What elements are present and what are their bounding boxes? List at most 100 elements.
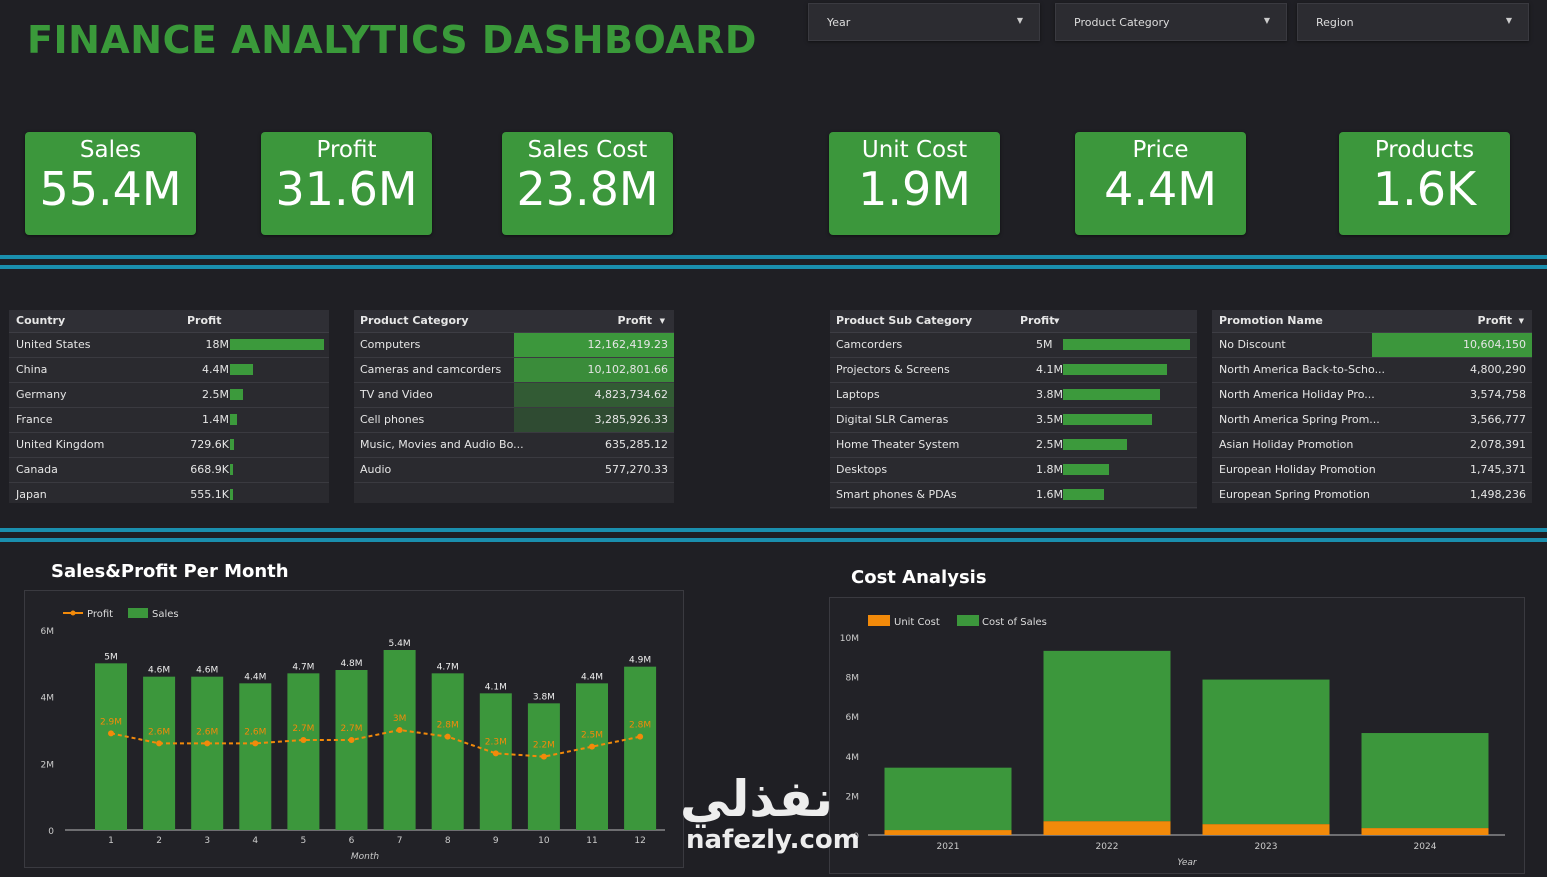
table-row[interactable]: Canada 668.9K <box>9 458 329 483</box>
profit-line[interactable] <box>110 728 641 758</box>
profit-point[interactable] <box>444 733 451 740</box>
country-profit-table[interactable]: Country Profit United States 18M China 4.4M… <box>9 310 329 503</box>
table-row[interactable]: Smart phones & PDAs 1.6M <box>830 483 1197 508</box>
profit-value: 3,566,777 <box>1470 413 1526 426</box>
sales-data-label: 4.9M <box>629 656 651 666</box>
unit-cost-bar[interactable] <box>884 830 1012 835</box>
table-row[interactable]: Japan 555.1K <box>9 483 329 503</box>
column-header-profit[interactable]: Profit <box>1020 314 1055 327</box>
x-tick-label: 6 <box>349 836 355 846</box>
sort-desc-icon[interactable]: ▼ <box>1518 317 1524 325</box>
sales-bar[interactable] <box>287 673 320 830</box>
column-header-category[interactable]: Product Category <box>360 314 469 327</box>
subcategory-profit-table[interactable]: Product Sub Category Profit ▼ Camcorders… <box>830 310 1197 509</box>
table-row[interactable]: United States 18M <box>9 333 329 358</box>
table-row[interactable]: Music, Movies and Audio Bo... 635,285.12 <box>354 433 674 458</box>
sales-bar[interactable] <box>95 663 127 830</box>
column-header-subcategory[interactable]: Product Sub Category <box>836 314 973 327</box>
profit-point[interactable] <box>540 753 547 760</box>
sales-bar[interactable] <box>143 676 176 830</box>
profit-point[interactable] <box>492 750 499 757</box>
profit-value: 4.1M <box>1036 363 1063 376</box>
table-row[interactable]: North America Spring Prom... 3,566,777 <box>1212 408 1532 433</box>
table-row[interactable]: Asian Holiday Promotion 2,078,391 <box>1212 433 1532 458</box>
region-filter[interactable]: Region ▼ <box>1297 3 1529 41</box>
table-row[interactable]: TV and Video 4,823,734.62 <box>354 383 674 408</box>
sales-bar[interactable] <box>383 650 416 830</box>
legend-profit-marker <box>70 610 76 616</box>
sales-bar[interactable] <box>335 670 368 830</box>
profit-point[interactable] <box>637 733 644 740</box>
table-row[interactable]: Audio 577,270.33 <box>354 458 674 483</box>
cost-of-sales-bar[interactable] <box>1043 650 1171 822</box>
x-tick-label: 5 <box>301 836 307 846</box>
profit-point[interactable] <box>108 730 114 737</box>
table-row[interactable]: Cameras and camcorders 10,102,801.66 <box>354 358 674 383</box>
table-row[interactable]: Desktops 1.8M <box>830 458 1197 483</box>
cost-of-sales-bar[interactable] <box>1361 733 1489 829</box>
x-tick-label: 2024 <box>1414 842 1437 852</box>
profit-value: 3,574,758 <box>1470 388 1526 401</box>
table-row[interactable]: Home Theater System 2.5M <box>830 433 1197 458</box>
category-profit-table[interactable]: Product Category Profit ▼ Computers 12,16… <box>354 310 674 503</box>
profit-bar <box>1063 439 1127 450</box>
sales-bar[interactable] <box>479 693 512 830</box>
column-header-country[interactable]: Country <box>16 314 66 327</box>
profit-point[interactable] <box>252 740 259 747</box>
table-row[interactable]: European Holiday Promotion 1,745,371 <box>1212 458 1532 483</box>
sales-bar[interactable] <box>576 683 608 830</box>
profit-point[interactable] <box>589 743 595 750</box>
table-row[interactable]: No Discount 10,604,150 <box>1212 333 1532 358</box>
unit-cost-bar[interactable] <box>1361 828 1489 835</box>
sales-bar[interactable] <box>239 683 272 830</box>
table-row[interactable]: Computers 12,162,419.23 <box>354 333 674 358</box>
profit-point[interactable] <box>204 740 211 747</box>
table-row[interactable]: North America Back-to-Scho... 4,800,290 <box>1212 358 1532 383</box>
column-header-profit[interactable]: Profit <box>1477 314 1512 327</box>
table-row[interactable]: United Kingdom 729.6K <box>9 433 329 458</box>
country-name: France <box>16 413 53 426</box>
promotion-profit-table[interactable]: Promotion Name Profit ▼ No Discount 10,60… <box>1212 310 1532 503</box>
x-tick-label: 10 <box>538 836 550 846</box>
profit-value: 1.5M <box>1036 508 1063 509</box>
chevron-down-icon: ▼ <box>1016 16 1023 25</box>
y-tick-label: 6M <box>846 713 860 723</box>
sales-bar[interactable] <box>527 703 560 830</box>
table-row[interactable]: North America Holiday Pro... 3,574,758 <box>1212 383 1532 408</box>
table-row[interactable]: France 1.4M <box>9 408 329 433</box>
cost-analysis-chart[interactable]: Unit Cost Cost of Sales 0 2M 4M 6M 8M 10M 2021 20… <box>830 598 1524 873</box>
cost-of-sales-bar[interactable] <box>1202 679 1330 825</box>
profit-point[interactable] <box>300 737 307 743</box>
table-row[interactable]: Germany 2.5M <box>9 383 329 408</box>
table-row[interactable]: Cell phones 3,285,926.33 <box>354 408 674 433</box>
table-row[interactable]: European Spring Promotion 1,498,236 <box>1212 483 1532 503</box>
sort-desc-icon[interactable]: ▼ <box>659 317 665 325</box>
profit-data-label: 2.7M <box>292 724 314 734</box>
sales-profit-chart[interactable]: Profit Sales 0 2M 4M 6M 5M 1 4.6M 2 4.6M 3 4.4M 4 4.7M… <box>25 591 683 867</box>
sort-desc-icon[interactable]: ▼ <box>1054 317 1060 325</box>
sales-bar[interactable] <box>431 673 464 830</box>
sales-bar[interactable] <box>624 666 657 830</box>
table-row[interactable]: Laptops 3.8M <box>830 383 1197 408</box>
table-row[interactable]: Digital Cameras 1.5M <box>830 508 1197 509</box>
unit-cost-bar[interactable] <box>1202 824 1330 835</box>
table-row[interactable]: China 4.4M <box>9 358 329 383</box>
cost-of-sales-bar[interactable] <box>884 767 1012 831</box>
table-row[interactable]: Camcorders 5M <box>830 333 1197 358</box>
column-header-profit[interactable]: Profit <box>617 314 652 327</box>
country-name: Canada <box>16 463 58 476</box>
table-row[interactable]: Projectors & Screens 4.1M <box>830 358 1197 383</box>
product-category-filter[interactable]: Product Category ▼ <box>1055 3 1287 41</box>
year-filter[interactable]: Year ▼ <box>808 3 1040 41</box>
sales-bar[interactable] <box>191 676 224 830</box>
y-tick-label: 8M <box>846 674 860 684</box>
profit-point[interactable] <box>396 727 403 733</box>
profit-point[interactable] <box>156 740 163 747</box>
value-highlight <box>514 358 674 382</box>
unit-cost-bar[interactable] <box>1043 821 1171 835</box>
profit-point[interactable] <box>348 737 355 743</box>
table-row[interactable]: Digital SLR Cameras 3.5M <box>830 408 1197 433</box>
profit-data-label: 3M <box>393 714 407 724</box>
column-header-promotion[interactable]: Promotion Name <box>1219 314 1323 327</box>
column-header-profit[interactable]: Profit <box>187 314 222 327</box>
